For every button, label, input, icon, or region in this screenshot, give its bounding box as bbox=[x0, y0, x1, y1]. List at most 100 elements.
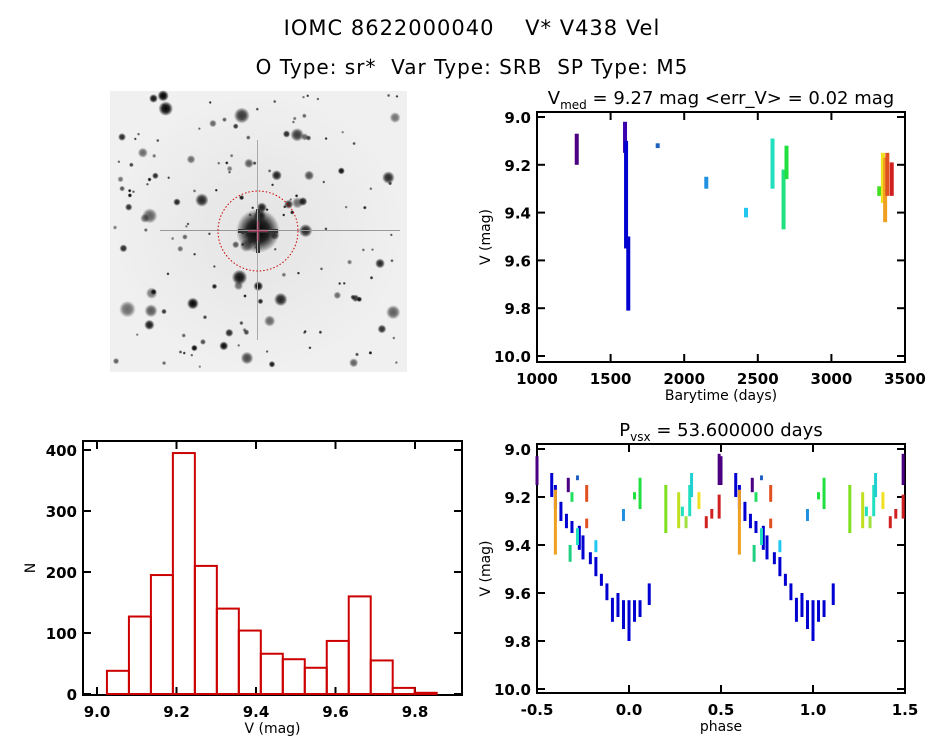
data-point-group bbox=[633, 492, 637, 500]
x-tick-label: 0.0 bbox=[616, 701, 643, 719]
x-tick-label: 9.6 bbox=[322, 703, 349, 721]
data-point-group bbox=[754, 521, 758, 533]
y-tick-label: 9.4 bbox=[504, 537, 531, 555]
data-point-group bbox=[581, 535, 585, 560]
x-tick-label: 9.8 bbox=[402, 703, 429, 721]
data-point-group bbox=[684, 516, 688, 529]
y-tick-label: 100 bbox=[46, 625, 77, 643]
data-point-group bbox=[623, 121, 628, 153]
x-tick-label: 1000 bbox=[516, 370, 558, 388]
data-point-group bbox=[717, 494, 721, 519]
x-tick-label: -0.5 bbox=[521, 701, 554, 719]
data-point-group bbox=[769, 518, 773, 529]
data-point-group bbox=[877, 186, 882, 196]
x-tick-label: 2000 bbox=[663, 370, 705, 388]
histogram-bar bbox=[391, 686, 416, 696]
data-point-group bbox=[624, 140, 629, 249]
data-point-group bbox=[564, 513, 568, 529]
data-point-group bbox=[616, 593, 620, 617]
data-point-group bbox=[677, 492, 681, 529]
data-point-group bbox=[626, 236, 631, 311]
data-point-group bbox=[566, 477, 570, 493]
data-point-group bbox=[585, 518, 589, 529]
plot-frame bbox=[82, 440, 463, 696]
x-tick-label: 9.0 bbox=[84, 703, 111, 721]
y-tick-label: 300 bbox=[46, 503, 77, 521]
data-point-group bbox=[759, 528, 763, 545]
y-tick-label: 400 bbox=[46, 442, 77, 460]
y-tick-label: 200 bbox=[46, 564, 77, 582]
histogram-bar bbox=[347, 595, 372, 696]
data-point-group bbox=[594, 540, 598, 553]
data-point-group bbox=[874, 473, 878, 497]
data-point-group bbox=[794, 597, 798, 622]
data-point-group bbox=[883, 157, 888, 223]
data-point-group bbox=[744, 207, 749, 218]
data-point-group bbox=[811, 600, 815, 641]
y-tick-label: 9.8 bbox=[504, 633, 531, 651]
data-point-group bbox=[638, 600, 642, 617]
data-point-group bbox=[577, 525, 581, 550]
data-point-group bbox=[781, 169, 786, 230]
x-axis-label: V (mag) bbox=[244, 721, 300, 737]
figure-subtitle: O Type: sr* Var Type: SRB SP Type: M5 bbox=[255, 55, 689, 79]
data-point-group bbox=[881, 492, 885, 509]
y-axis-label: V (mag) bbox=[478, 209, 494, 265]
y-tick-label: 0 bbox=[67, 686, 77, 704]
data-point-group bbox=[633, 600, 637, 622]
data-point-group bbox=[750, 477, 754, 493]
data-point-group bbox=[761, 525, 765, 550]
data-point-group bbox=[754, 492, 758, 502]
data-point-group bbox=[872, 485, 876, 517]
data-point-group bbox=[894, 509, 898, 519]
data-point-group bbox=[734, 473, 738, 497]
data-point-group bbox=[817, 492, 821, 500]
x-tick-label: 3500 bbox=[884, 370, 926, 388]
data-point-group bbox=[778, 540, 782, 553]
plot-title: Vmed = 9.27 mag <err_V> = 0.02 mag bbox=[548, 88, 894, 112]
data-point-group bbox=[848, 485, 852, 533]
data-point-group bbox=[550, 473, 554, 497]
title-rest: = 9.27 mag <err_V> = 0.02 mag bbox=[587, 88, 894, 109]
histogram-bar bbox=[369, 659, 394, 696]
title-rest: = 53.600000 days bbox=[651, 420, 823, 441]
data-point-group bbox=[885, 152, 890, 196]
data-point-group bbox=[889, 162, 894, 196]
data-point-group bbox=[647, 583, 651, 605]
y-tick-label: 9.0 bbox=[504, 441, 531, 459]
data-point-group bbox=[901, 453, 905, 485]
y-tick-label: 9.0 bbox=[504, 109, 531, 127]
histogram-bar bbox=[413, 691, 438, 696]
data-point-group bbox=[574, 133, 579, 165]
data-point-group bbox=[784, 145, 789, 180]
x-axis-label: Barytime (days) bbox=[665, 388, 777, 404]
data-point-group bbox=[759, 475, 763, 481]
data-point-group bbox=[710, 509, 714, 519]
data-point-group bbox=[575, 528, 579, 545]
data-point-group bbox=[575, 475, 579, 481]
y-tick-label: 9.6 bbox=[504, 252, 531, 270]
x-tick-label: 1.0 bbox=[800, 701, 827, 719]
x-tick-label: 9.2 bbox=[163, 703, 190, 721]
data-point-group bbox=[778, 557, 782, 577]
y-tick-label: 9.4 bbox=[504, 205, 531, 223]
y-tick-label: 9.8 bbox=[504, 300, 531, 318]
y-tick-label: 9.2 bbox=[504, 489, 531, 507]
data-point-group bbox=[568, 545, 572, 562]
data-point-group bbox=[621, 600, 625, 629]
data-point-group bbox=[880, 152, 885, 204]
x-tick-label: 0.5 bbox=[708, 701, 735, 719]
data-point-group bbox=[783, 573, 787, 586]
data-point-group bbox=[680, 506, 684, 517]
data-point-group bbox=[800, 593, 804, 617]
data-point-group bbox=[719, 456, 723, 485]
y-tick-label: 9.6 bbox=[504, 585, 531, 603]
data-point-group bbox=[570, 492, 574, 502]
data-point-group bbox=[553, 489, 557, 555]
data-point-group bbox=[752, 545, 756, 562]
data-point-group bbox=[765, 535, 769, 560]
data-point-group bbox=[817, 600, 821, 622]
data-point-group bbox=[559, 501, 563, 521]
